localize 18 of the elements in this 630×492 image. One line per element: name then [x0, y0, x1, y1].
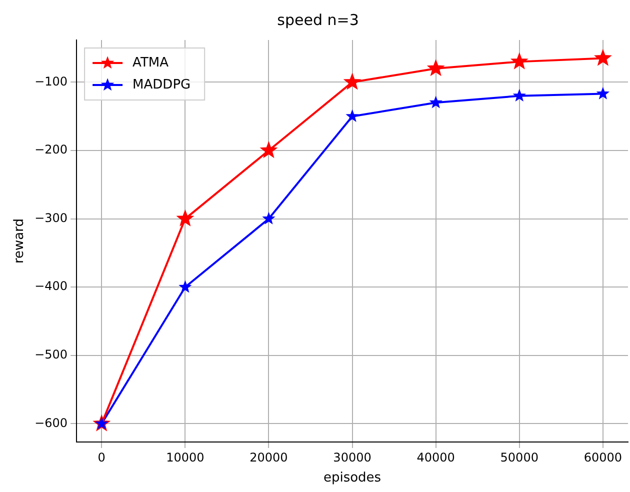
chart-title: speed n=3 — [277, 10, 359, 29]
x-tick-label: 0 — [98, 450, 106, 464]
x-tick-label: 20000 — [250, 450, 288, 464]
x-tick-label: 60000 — [584, 450, 622, 464]
legend-label: MADDPG — [132, 77, 191, 92]
y-tick-label: −300 — [34, 210, 68, 225]
y-axis-title: reward — [12, 218, 28, 264]
x-tick-label: 40000 — [416, 450, 455, 464]
y-tick-label: −500 — [34, 348, 68, 362]
x-tick-label: 50000 — [500, 450, 538, 464]
y-tick-label: −600 — [34, 416, 68, 430]
y-tick-label: −100 — [34, 74, 68, 88]
x-axis-title: episodes — [323, 470, 382, 486]
y-tick-label: −400 — [34, 279, 68, 294]
x-tick-label: 30000 — [333, 450, 372, 464]
x-tick-label: 10000 — [166, 450, 204, 464]
y-tick-label: −200 — [34, 142, 68, 157]
legend-label: ATMA — [132, 55, 169, 70]
